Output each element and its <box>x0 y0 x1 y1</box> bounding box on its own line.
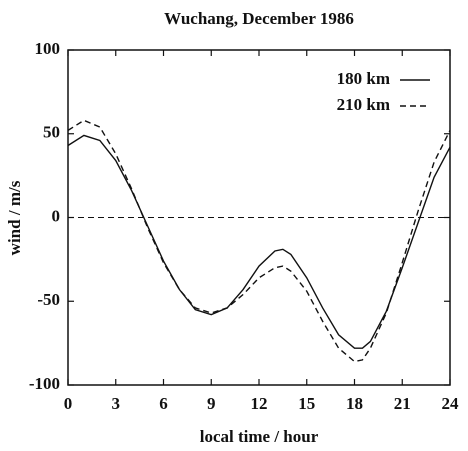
x-tick-label: 18 <box>346 394 363 413</box>
y-tick-label: -100 <box>29 374 60 393</box>
x-tick-label: 15 <box>298 394 315 413</box>
x-axis-label: local time / hour <box>200 427 319 446</box>
y-tick-label: -50 <box>37 290 60 309</box>
x-tick-label: 24 <box>442 394 460 413</box>
x-tick-label: 0 <box>64 394 73 413</box>
legend-label: 180 km <box>337 69 390 88</box>
x-tick-label: 12 <box>251 394 268 413</box>
legend-label: 210 km <box>337 95 390 114</box>
y-axis-label: wind / m/s <box>5 180 24 255</box>
line-series <box>67 134 451 349</box>
y-tick-label: 100 <box>35 39 61 58</box>
y-tick-label: 0 <box>52 206 61 225</box>
x-tick-label: 9 <box>207 394 216 413</box>
chart-title: Wuchang, December 1986 <box>164 9 354 28</box>
line-series <box>67 119 451 363</box>
x-tick-label: 3 <box>112 394 121 413</box>
y-tick-label: 50 <box>43 123 60 142</box>
x-tick-label: 6 <box>159 394 168 413</box>
x-tick-label: 21 <box>394 394 411 413</box>
